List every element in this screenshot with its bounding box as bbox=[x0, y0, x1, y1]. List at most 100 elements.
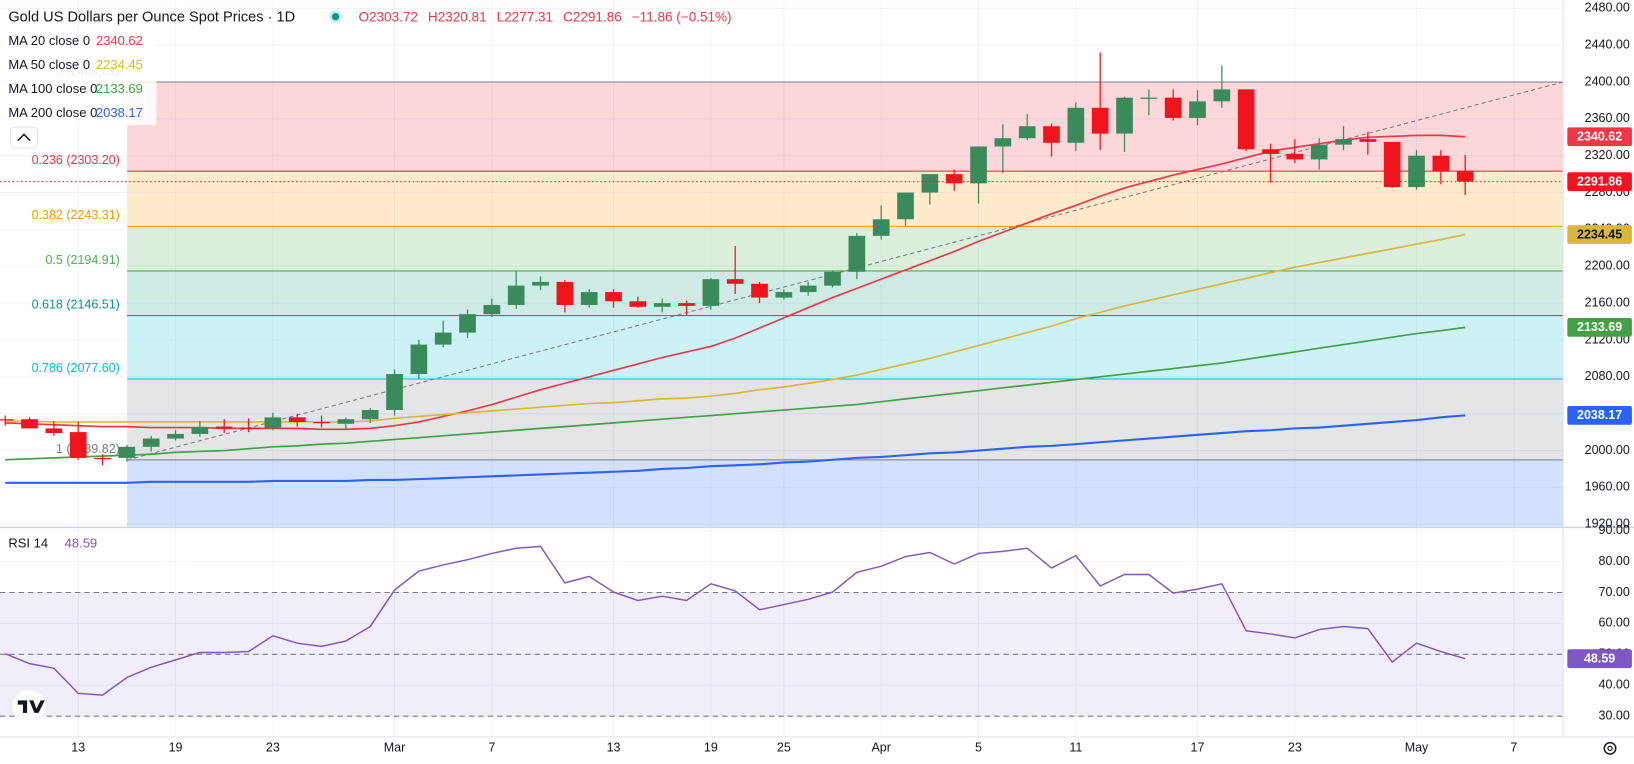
x-tick-label: Mar bbox=[384, 741, 406, 755]
candle-body bbox=[653, 303, 671, 307]
fib-label: 0.618 (2146.51) bbox=[32, 297, 120, 311]
settings-button[interactable] bbox=[1603, 741, 1617, 755]
candle-body bbox=[1018, 126, 1036, 139]
candle-body bbox=[434, 332, 452, 345]
candle-body bbox=[1213, 89, 1231, 102]
candle-body bbox=[921, 174, 939, 193]
legend-name: MA 200 close 0 bbox=[8, 105, 97, 120]
candle-body bbox=[678, 303, 695, 306]
candle-body bbox=[702, 279, 720, 306]
fib-zone bbox=[127, 459, 1564, 527]
x-tick-label: 19 bbox=[704, 741, 718, 755]
candle-body bbox=[605, 292, 622, 302]
y-tick-label: 2400.00 bbox=[1585, 74, 1630, 88]
candle-body bbox=[459, 314, 476, 333]
legend-background bbox=[4, 31, 157, 126]
price-tag-label: 2038.17 bbox=[1577, 408, 1622, 422]
y-tick-label: 2200.00 bbox=[1585, 259, 1630, 273]
price-tag-label: 2133.69 bbox=[1577, 320, 1622, 334]
y-tick-label: 2160.00 bbox=[1585, 295, 1630, 309]
fib-label: 0.236 (2303.20) bbox=[32, 153, 120, 167]
x-tick-label: Apr bbox=[871, 741, 890, 755]
candle-body bbox=[970, 146, 987, 184]
x-tick-label: 13 bbox=[71, 741, 85, 755]
candle-body bbox=[580, 292, 598, 305]
rsi-tick-label: 40.00 bbox=[1599, 678, 1630, 692]
price-tag bbox=[1567, 172, 1632, 192]
legend-value: 2133.69 bbox=[96, 81, 143, 96]
candle-body bbox=[848, 235, 866, 272]
candle-body bbox=[410, 344, 428, 375]
candle-body bbox=[361, 409, 379, 420]
rsi-tick-label: 90.00 bbox=[1599, 523, 1630, 537]
ohlc-low: L2277.31 bbox=[497, 9, 553, 24]
candle-body bbox=[483, 304, 501, 315]
candle-body bbox=[897, 192, 914, 220]
y-tick-label: 2440.00 bbox=[1585, 37, 1630, 51]
rsi-pane bbox=[0, 545, 1564, 717]
candle-body bbox=[118, 446, 136, 458]
price-tag bbox=[1567, 405, 1632, 425]
legend-value: 2340.62 bbox=[96, 33, 143, 48]
rsi-legend-value: 48.59 bbox=[65, 536, 98, 551]
x-tick-label: 25 bbox=[777, 741, 791, 755]
collapse-button[interactable] bbox=[9, 126, 39, 149]
candle-body bbox=[1432, 155, 1450, 172]
price-tag bbox=[1567, 649, 1632, 669]
ohlc-change: −11.86 (−0.51%) bbox=[632, 9, 732, 24]
candle-body bbox=[1091, 107, 1109, 134]
candle-body bbox=[215, 426, 233, 429]
fib-label: 0.5 (2194.91) bbox=[45, 253, 119, 267]
candle-body bbox=[142, 438, 160, 447]
x-tick-label: 13 bbox=[607, 741, 621, 755]
y-tick-label: 1920.00 bbox=[1585, 517, 1630, 531]
fib-zone bbox=[127, 81, 1564, 172]
rsi-tick-label: 70.00 bbox=[1599, 585, 1630, 599]
ma-line bbox=[5, 326, 1466, 461]
x-tick-label: 7 bbox=[488, 741, 495, 755]
candle-body bbox=[313, 421, 330, 424]
ohlc: O2303.72 H2320.81 L2277.31 C2291.86 −11.… bbox=[358, 9, 731, 24]
candle-body bbox=[556, 281, 574, 305]
price-tag bbox=[1567, 127, 1632, 147]
legend-value: 2234.45 bbox=[96, 57, 143, 72]
logo-mark bbox=[17, 700, 45, 713]
candle-body bbox=[1067, 107, 1085, 143]
x-tick-label: May bbox=[1405, 741, 1429, 755]
y-tick-label: 2360.00 bbox=[1585, 111, 1630, 125]
candle-body bbox=[264, 417, 282, 429]
x-tick-label: 19 bbox=[169, 741, 183, 755]
legend-name: MA 20 close 0 bbox=[8, 33, 90, 48]
candle-body bbox=[775, 292, 793, 298]
candle-body bbox=[1456, 170, 1474, 182]
rsi-tick-label: 80.00 bbox=[1599, 554, 1630, 568]
candle-body bbox=[1335, 139, 1352, 145]
candle-body bbox=[532, 281, 549, 286]
fib-label: 0.382 (2243.31) bbox=[32, 208, 120, 222]
fib-label: 1 (1989.82) bbox=[56, 442, 120, 456]
candle-body bbox=[507, 285, 525, 305]
y-tick-label: 2000.00 bbox=[1585, 443, 1630, 457]
fib-zone bbox=[127, 315, 1564, 380]
price-tags: 2340.62 2234.45 2133.69 2038.17 2291.86 48.59 bbox=[1567, 127, 1632, 669]
candle-body bbox=[191, 427, 209, 434]
x-tick-label: 23 bbox=[266, 741, 280, 755]
rsi-line bbox=[4, 545, 1466, 696]
candle-body bbox=[21, 419, 38, 429]
candle-body bbox=[1310, 144, 1328, 160]
ohlc-high: H2320.81 bbox=[428, 9, 487, 24]
y-tick-label: 1960.00 bbox=[1585, 480, 1630, 494]
candle-body bbox=[240, 427, 257, 429]
y-tick-label: 2080.00 bbox=[1585, 369, 1630, 383]
chart-title: Gold US Dollars per Ounce Spot Prices · … bbox=[8, 10, 295, 26]
candle-body bbox=[45, 428, 63, 434]
logo bbox=[12, 689, 46, 724]
candle-body bbox=[1359, 139, 1377, 142]
candle-body bbox=[386, 374, 403, 410]
gear-hub bbox=[1607, 745, 1613, 752]
candle-body bbox=[751, 283, 768, 298]
price-tag-label: 2340.62 bbox=[1577, 130, 1622, 144]
candle-body bbox=[69, 432, 87, 458]
fib-zone bbox=[127, 171, 1564, 227]
